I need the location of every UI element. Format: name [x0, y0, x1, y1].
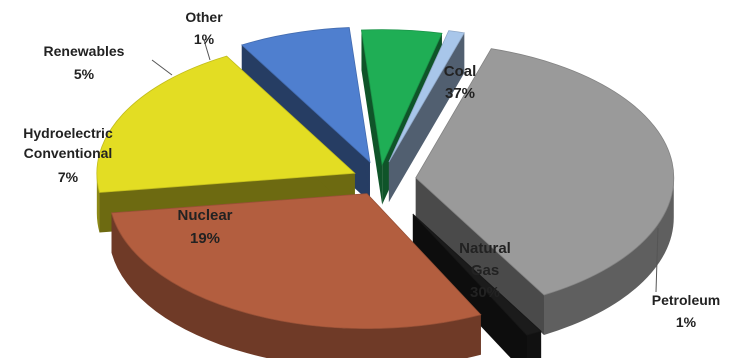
slice-petroleum-top: [412, 213, 542, 336]
slice-nuclear-outer-wall: [96, 173, 100, 233]
petroleum-percent-label: 1%: [676, 314, 697, 330]
slice-coal-outer-wall: [543, 177, 674, 335]
natural-gas-label-line2: Gas: [471, 262, 499, 279]
coal-percent-label: 37%: [445, 85, 475, 102]
hydro-percent-label: 7%: [58, 169, 79, 185]
slice-natural-gas: [111, 193, 482, 358]
slice-layer: [96, 27, 675, 358]
slice-coal-top: [415, 48, 675, 296]
hydro-label-line2: Conventional: [24, 145, 113, 161]
petroleum-label: Petroleum: [652, 292, 720, 308]
other-leader-line: [203, 39, 211, 61]
slice-petroleum-cut-wall: [412, 213, 527, 358]
slice-renewables-cut-wall: [361, 30, 383, 205]
renewables-percent-label: 5%: [74, 66, 95, 82]
slice-other: [388, 30, 465, 202]
slice-renewables-top: [360, 29, 443, 167]
slice-petroleum-outer-wall: [526, 331, 542, 358]
slice-other-top: [388, 30, 465, 163]
natural-gas-label-line1: Natural: [459, 240, 511, 257]
petroleum-leader-line: [655, 227, 659, 293]
natural-gas-percent-label: 30%: [470, 284, 500, 301]
renewables-label: Renewables: [44, 43, 125, 59]
nuclear-label: Nuclear: [177, 207, 232, 224]
slice-other-cut-wall: [388, 32, 465, 202]
slice-natural-gas-top: [111, 193, 482, 330]
slice-hydroelectric-conventional-top: [240, 27, 371, 164]
slice-coal: [415, 48, 675, 335]
slice-coal-cut-wall: [415, 177, 544, 335]
slice-petroleum: [412, 213, 542, 358]
other-label: Other: [185, 9, 223, 25]
hydro-label-line1: Hydroelectric: [23, 125, 113, 141]
other-percent-label: 1%: [194, 31, 215, 47]
slice-natural-gas-outer-wall: [111, 212, 481, 358]
slice-nuclear-top: [96, 55, 356, 193]
coal-label: Coal: [444, 63, 477, 80]
renewables-leader-line: [151, 59, 173, 76]
nuclear-percent-label: 19%: [190, 230, 220, 247]
